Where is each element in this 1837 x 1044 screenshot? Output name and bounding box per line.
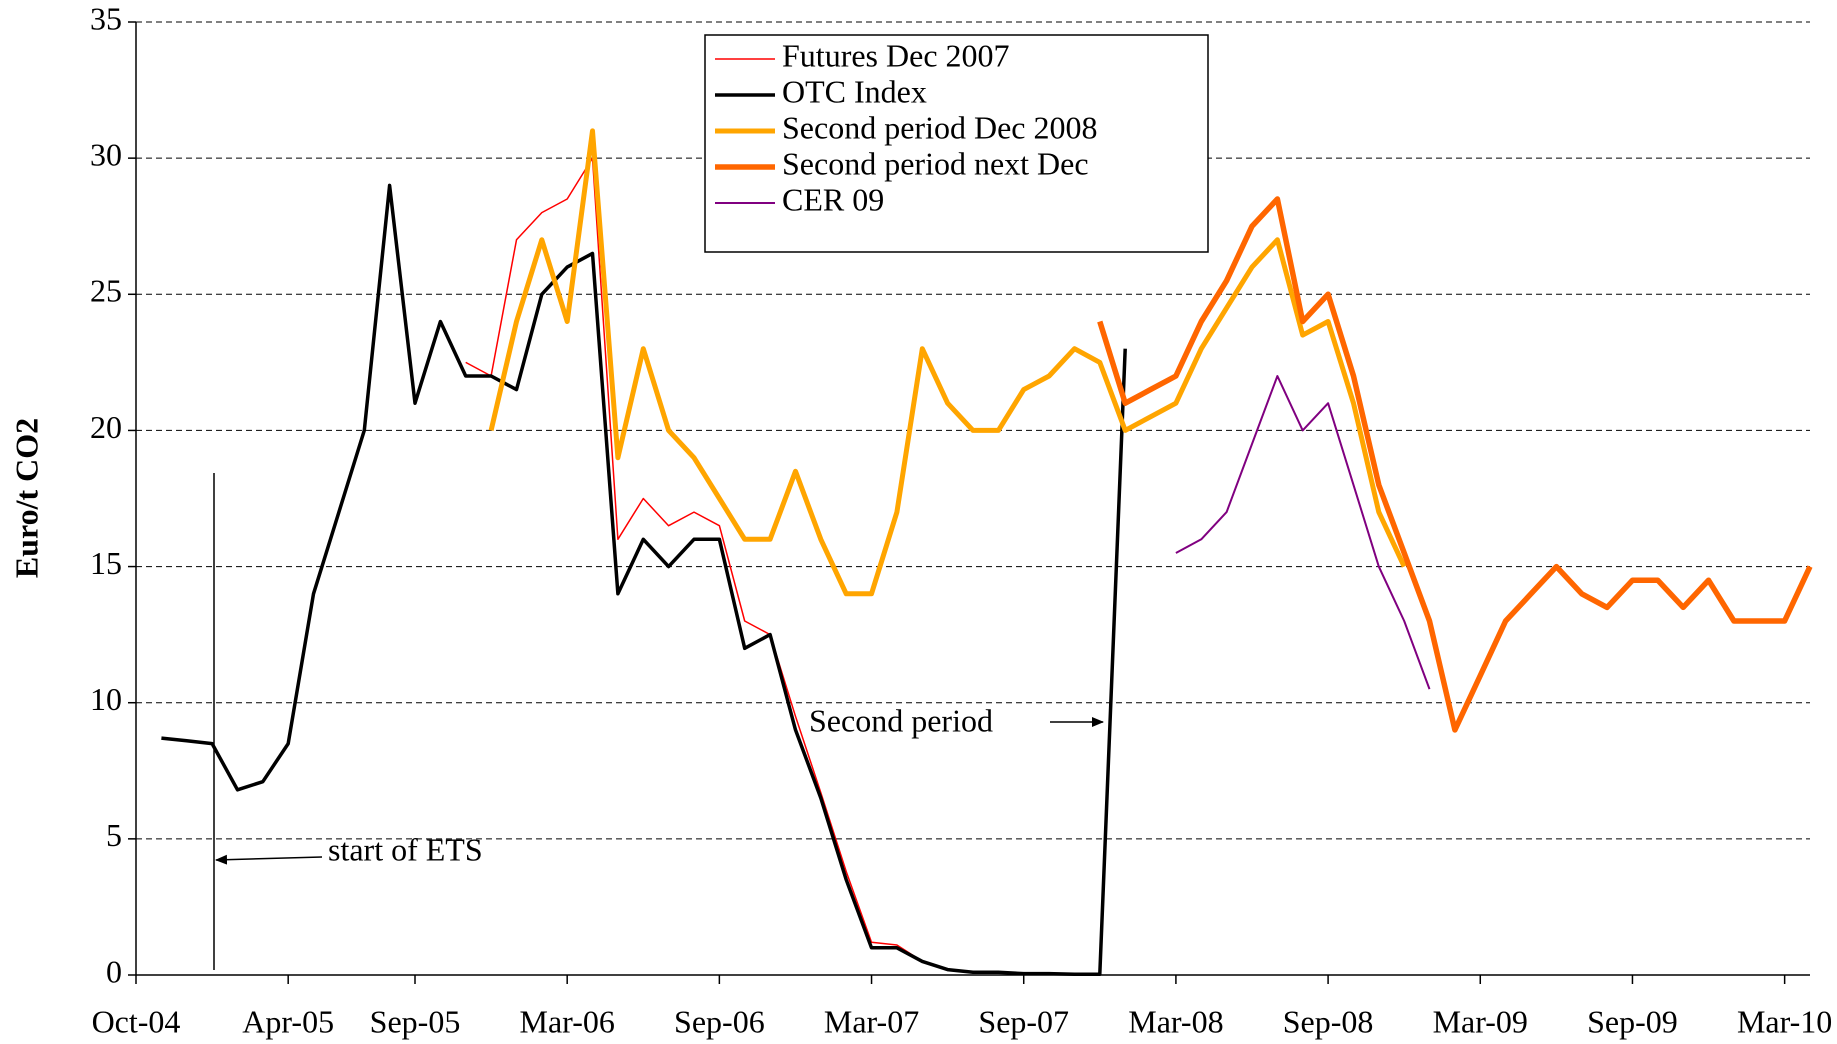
y-tick-label: 25	[90, 273, 122, 309]
x-tick-label: Mar-06	[520, 1003, 615, 1039]
x-tick-label: Mar-08	[1128, 1003, 1223, 1039]
y-tick-label: 5	[106, 817, 122, 853]
x-tick-label: Sep-07	[978, 1003, 1069, 1039]
legend-box	[704, 34, 1209, 253]
y-tick-label: 35	[90, 0, 122, 36]
plot-lines	[161, 128, 1813, 976]
series-line	[1175, 375, 1431, 690]
series-line	[488, 128, 1407, 597]
x-tick-label: Apr-05	[242, 1003, 334, 1039]
x-tick-label: Sep-09	[1587, 1003, 1678, 1039]
legend-label: Second period next Dec	[782, 145, 1089, 181]
y-tick-label: 30	[90, 136, 122, 172]
legend-label: Futures Dec 2007	[782, 37, 1010, 73]
y-tick-label: 20	[90, 409, 122, 445]
ets-arrow	[215, 854, 323, 865]
x-tick-label: Sep-06	[674, 1003, 765, 1039]
grid	[128, 21, 1810, 976]
y-tick-label: 10	[90, 681, 122, 717]
y-tick-label: 0	[106, 953, 122, 989]
x-tick-label: Mar-07	[824, 1003, 919, 1039]
legend-label: Second period Dec 2008	[782, 109, 1097, 145]
x-tick-label: Oct-04	[92, 1003, 181, 1039]
legend-label: CER 09	[782, 181, 884, 217]
annotation: start of ETS	[328, 831, 483, 867]
x-tick-label: Mar-09	[1433, 1003, 1528, 1039]
x-tick-label: Sep-08	[1283, 1003, 1374, 1039]
series-line	[1097, 196, 1813, 733]
y-tick-label: 15	[90, 545, 122, 581]
annotation: Second period	[809, 702, 993, 738]
x-tick-label: Sep-05	[370, 1003, 461, 1039]
x-tick-label: Mar-10	[1737, 1003, 1832, 1039]
y-axis-title: Euro/t CO2	[8, 418, 44, 578]
legend-label: OTC Index	[782, 73, 927, 109]
series-line	[161, 183, 1127, 976]
